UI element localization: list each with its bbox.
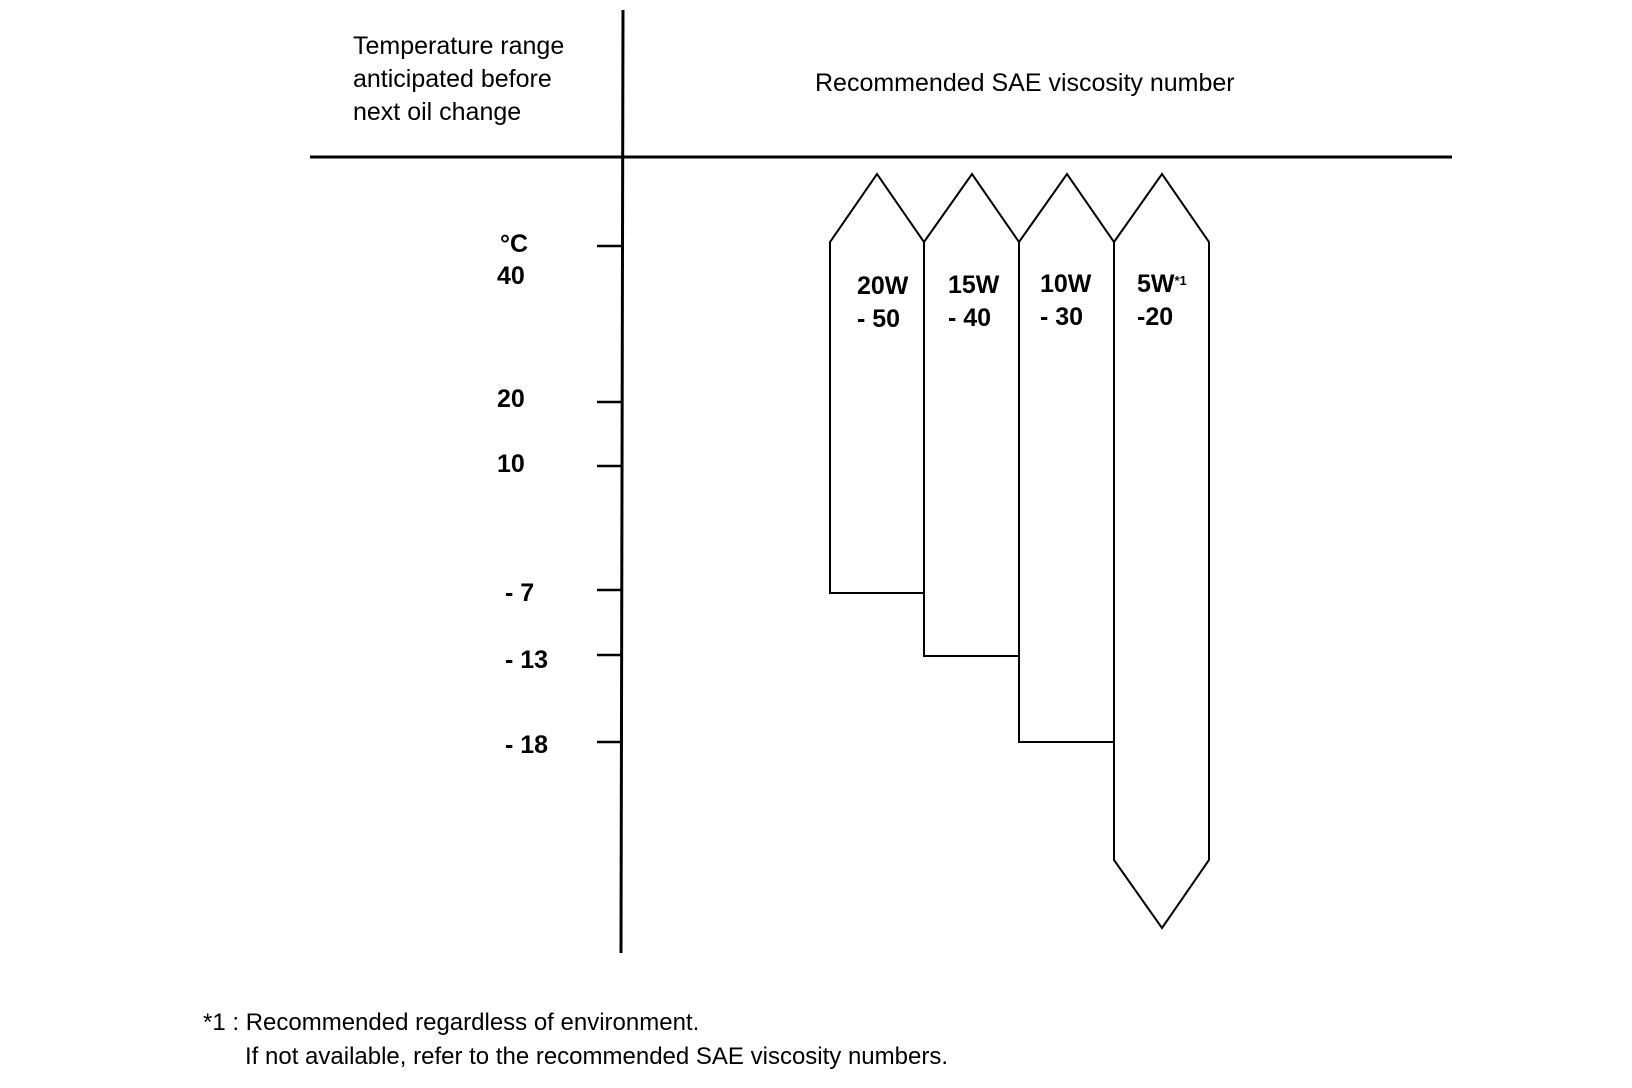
tick-label-minus-13: - 13	[505, 646, 549, 674]
tick-label-10: 10	[497, 450, 525, 478]
grade-label-line2: -20	[1137, 303, 1174, 331]
temperature-axis-line	[619, 9, 625, 954]
header-line-3: next oil change	[353, 98, 522, 126]
footnote-marker: *1	[1174, 273, 1187, 288]
tick-label-40: 40	[497, 262, 525, 290]
grade-label-line2: - 40	[948, 304, 992, 332]
grade-label-10w-30: 10W - 30	[1040, 268, 1091, 334]
grade-bar-10w-30	[1018, 172, 1115, 743]
tick-label-20: 20	[497, 385, 525, 413]
footnote-line-1: *1 : Recommended regardless of environme…	[203, 1009, 700, 1036]
viscosity-header: Recommended SAE viscosity number	[815, 69, 1235, 97]
grade-bar-20w-50	[829, 172, 925, 594]
grade-label-line1: 20W	[857, 272, 909, 300]
tick-label-minus-18: - 18	[505, 731, 549, 759]
grade-label-line1: 10W	[1040, 270, 1092, 298]
footnote: *1 : Recommended regardless of environme…	[203, 1006, 948, 1074]
grade-label-20w-50: 20W - 50	[857, 270, 908, 336]
grade-bar-15w-40	[923, 172, 1020, 657]
grade-label-line1: 15W	[948, 271, 1000, 299]
unit-label: °C	[500, 230, 529, 258]
footnote-line-2: If not available, refer to the recommend…	[245, 1043, 948, 1070]
grade-label-5w-20: 5W*1 -20	[1137, 268, 1187, 334]
grade-label-15w-40: 15W - 40	[948, 269, 999, 335]
tick-label-minus-7: - 7	[505, 579, 535, 607]
header-line-2: anticipated before	[353, 65, 552, 93]
grade-label-line1: 5W*1	[1137, 270, 1187, 298]
temperature-range-header: Temperature range anticipated before nex…	[353, 30, 613, 129]
grade-bar-5w-20	[1113, 172, 1210, 930]
grade-label-line2: - 30	[1040, 303, 1084, 331]
grade-label-line2: - 50	[857, 305, 901, 333]
header-line-1: Temperature range	[353, 32, 565, 60]
